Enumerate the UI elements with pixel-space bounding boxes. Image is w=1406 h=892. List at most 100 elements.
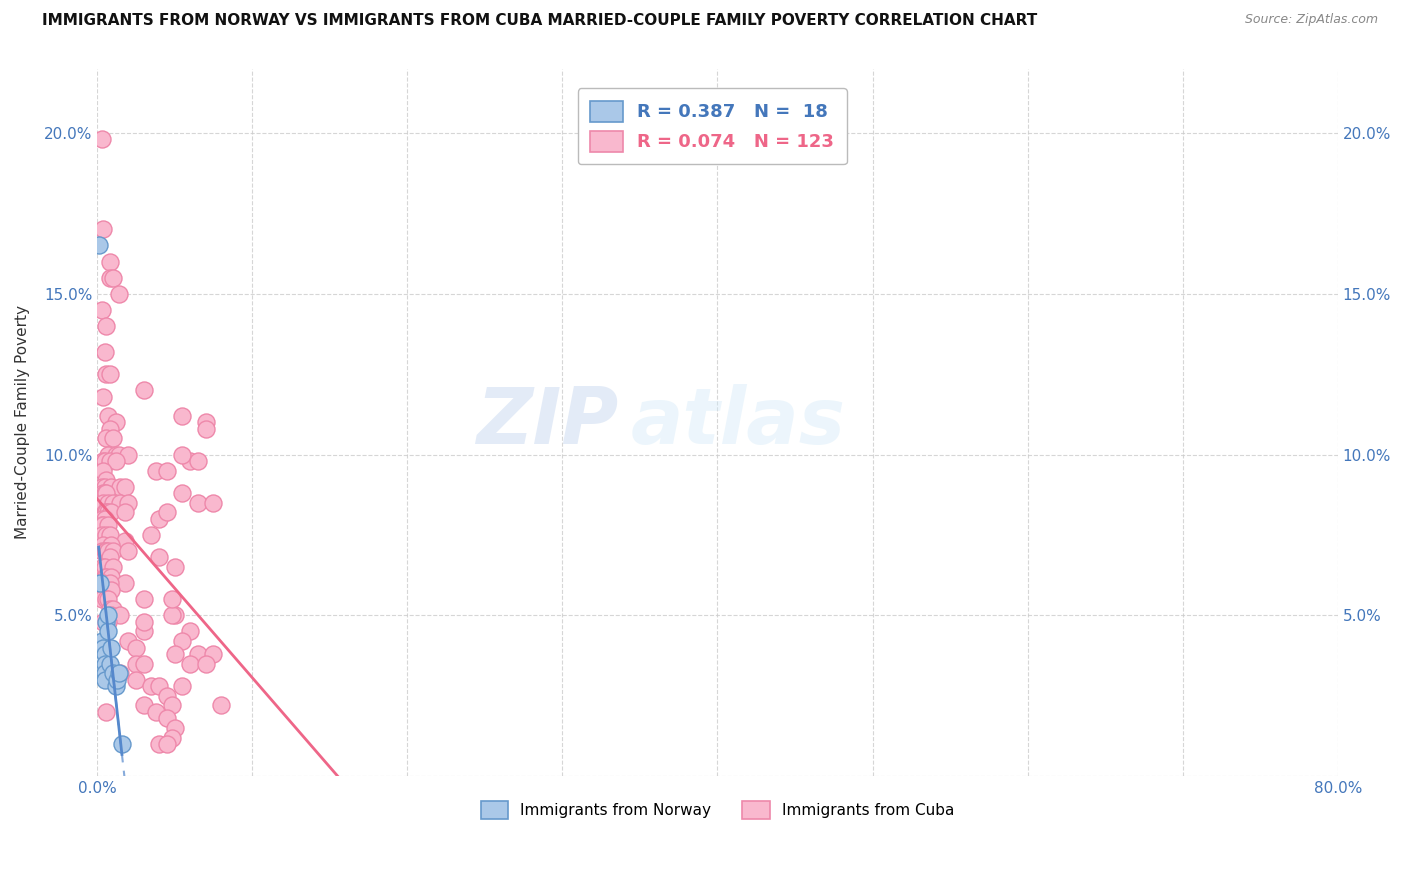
Point	[91, 496, 114, 510]
Point	[90, 518, 112, 533]
Point	[148, 550, 170, 565]
Point	[132, 657, 155, 671]
Point	[91, 390, 114, 404]
Point	[94, 647, 117, 661]
Point	[94, 615, 117, 629]
Point	[90, 634, 112, 648]
Point	[97, 409, 120, 423]
Point	[172, 679, 194, 693]
Point	[110, 666, 132, 681]
Point	[91, 615, 114, 629]
Point	[96, 505, 118, 519]
Point	[202, 647, 225, 661]
Point	[132, 383, 155, 397]
Point	[163, 721, 186, 735]
Point	[187, 496, 209, 510]
Point	[194, 657, 217, 671]
Point	[156, 505, 179, 519]
Point	[91, 576, 114, 591]
Point	[98, 576, 121, 591]
Point	[94, 673, 117, 687]
Y-axis label: Married-Couple Family Poverty: Married-Couple Family Poverty	[15, 305, 30, 540]
Point	[104, 679, 127, 693]
Point	[97, 608, 120, 623]
Point	[156, 464, 179, 478]
Point	[96, 544, 118, 558]
Point	[98, 270, 121, 285]
Point	[101, 560, 124, 574]
Point	[111, 737, 134, 751]
Point	[179, 657, 201, 671]
Point	[96, 367, 118, 381]
Point	[97, 624, 120, 639]
Point	[94, 570, 117, 584]
Point	[101, 270, 124, 285]
Point	[160, 698, 183, 713]
Point	[91, 538, 114, 552]
Point	[194, 415, 217, 429]
Point	[117, 448, 139, 462]
Point	[101, 432, 124, 446]
Point	[97, 496, 120, 510]
Point	[90, 302, 112, 317]
Point	[110, 608, 132, 623]
Point	[145, 705, 167, 719]
Point	[97, 518, 120, 533]
Point	[96, 473, 118, 487]
Point	[148, 512, 170, 526]
Point	[94, 666, 117, 681]
Point	[91, 560, 114, 574]
Point	[114, 480, 136, 494]
Point	[91, 486, 114, 500]
Point	[108, 286, 131, 301]
Point	[89, 576, 111, 591]
Point	[172, 486, 194, 500]
Point	[90, 132, 112, 146]
Text: ZIP: ZIP	[477, 384, 619, 460]
Point	[100, 480, 122, 494]
Point	[156, 737, 179, 751]
Point	[96, 528, 118, 542]
Point	[90, 528, 112, 542]
Point	[94, 657, 117, 671]
Point	[160, 608, 183, 623]
Point	[202, 496, 225, 510]
Point	[114, 576, 136, 591]
Point	[145, 464, 167, 478]
Point	[94, 560, 117, 574]
Point	[172, 634, 194, 648]
Point	[100, 570, 122, 584]
Point	[98, 602, 121, 616]
Point	[148, 737, 170, 751]
Point	[98, 454, 121, 468]
Point	[156, 689, 179, 703]
Point	[96, 592, 118, 607]
Point	[156, 711, 179, 725]
Point	[96, 640, 118, 655]
Point	[96, 570, 118, 584]
Point	[132, 698, 155, 713]
Point	[194, 422, 217, 436]
Point	[125, 640, 148, 655]
Point	[100, 538, 122, 552]
Point	[90, 512, 112, 526]
Point	[91, 640, 114, 655]
Point	[94, 454, 117, 468]
Point	[160, 592, 183, 607]
Point	[163, 560, 186, 574]
Point	[94, 486, 117, 500]
Point	[96, 318, 118, 333]
Point	[90, 480, 112, 494]
Point	[104, 454, 127, 468]
Point	[91, 582, 114, 597]
Point	[148, 679, 170, 693]
Point	[114, 534, 136, 549]
Point	[97, 615, 120, 629]
Point	[94, 544, 117, 558]
Point	[96, 705, 118, 719]
Point	[90, 544, 112, 558]
Point	[114, 505, 136, 519]
Point	[94, 505, 117, 519]
Point	[179, 624, 201, 639]
Point	[100, 505, 122, 519]
